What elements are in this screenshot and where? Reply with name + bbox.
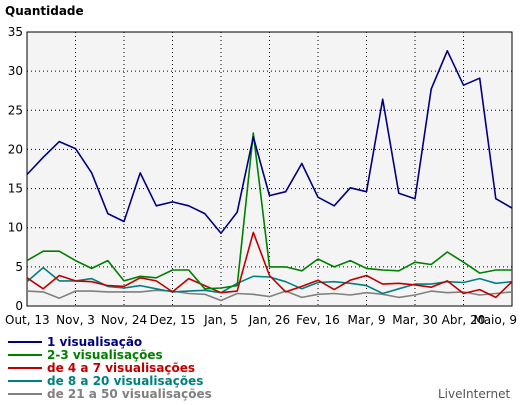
y-ticks: 0 5 10 15 20 25 30 35 bbox=[8, 25, 23, 313]
series-line-1 bbox=[26, 132, 512, 290]
y-tick-label: 5 bbox=[15, 260, 23, 274]
y-tick-label: 35 bbox=[8, 25, 23, 39]
credit-text: LiveInternet bbox=[438, 387, 510, 401]
y-tick-label: 15 bbox=[8, 182, 23, 196]
x-tick-label: Out, 13 bbox=[5, 313, 50, 327]
x-tick-label: Nov, 24 bbox=[101, 313, 147, 327]
y-tick-label: 0 bbox=[15, 299, 23, 313]
x-tick-label: Dez, 15 bbox=[150, 313, 196, 327]
x-ticks: Out, 13 Nov, 3 Nov, 24 Dez, 15 Jan, 5 Jan, 26… bbox=[5, 313, 517, 327]
y-tick-label: 25 bbox=[8, 103, 23, 117]
legend-label: de 4 a 7 visualisações bbox=[47, 361, 195, 375]
x-tick-label: Mar, 9 bbox=[348, 313, 386, 327]
x-tick-label: Mar, 30 bbox=[392, 313, 438, 327]
x-tick-label: Fev, 16 bbox=[296, 313, 340, 327]
x-tick-label: Abr, 20 bbox=[442, 313, 486, 327]
x-tick-label: Jan, 26 bbox=[248, 313, 290, 327]
series-lines bbox=[26, 49, 513, 302]
y-tick-label: 20 bbox=[8, 142, 23, 156]
grid bbox=[27, 31, 512, 306]
series-line-2 bbox=[26, 231, 513, 299]
x-tick-label: Jan, 5 bbox=[203, 313, 238, 327]
legend-label: 2-3 visualisações bbox=[47, 348, 163, 362]
y-tick-label: 10 bbox=[8, 221, 23, 235]
y-tick-label: 30 bbox=[8, 64, 23, 78]
legend-label: de 21 a 50 visualisações bbox=[47, 387, 212, 401]
x-tick-label: Maio, 9 bbox=[473, 313, 517, 327]
series-line-4 bbox=[26, 289, 513, 302]
x-tick-label: Nov, 3 bbox=[56, 313, 95, 327]
legend-label: de 8 a 20 visualisações bbox=[47, 374, 203, 388]
legend-label: 1 visualisação bbox=[47, 335, 142, 349]
series-line-0 bbox=[26, 49, 513, 234]
y-axis-label: Quantidade bbox=[5, 4, 84, 18]
